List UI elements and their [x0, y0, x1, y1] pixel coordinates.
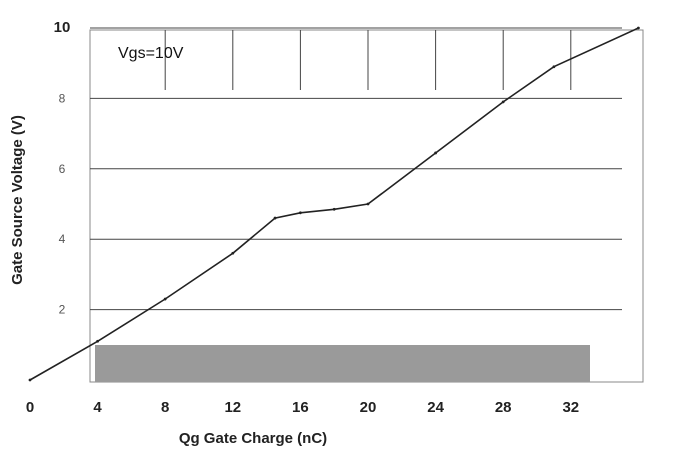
x-tick-label: 28 [495, 399, 512, 416]
series-point [163, 297, 167, 301]
series-point [552, 65, 556, 69]
series-point [366, 202, 370, 206]
series-point [332, 207, 336, 211]
gray-band [95, 345, 590, 382]
series-point [637, 26, 640, 30]
x-tick-labels: 0 4 8 12 16 20 24 28 32 [26, 399, 579, 416]
x-tick-label: 12 [224, 399, 241, 416]
grid [90, 27, 622, 311]
series-point [434, 151, 437, 155]
series-point [96, 339, 99, 343]
x-tick-label: 0 [26, 399, 34, 416]
x-axis-title: Qg Gate Charge (nC) [179, 430, 327, 447]
plot-frame [89, 29, 644, 383]
x-tick-label: 16 [292, 399, 309, 416]
y-axis-title: Gate Source Voltage (V) [9, 115, 26, 285]
y-tick-label: 4 [59, 232, 66, 246]
x-tick-label: 32 [562, 399, 579, 416]
y-tick-label: 8 [59, 91, 66, 105]
series-line [29, 27, 639, 381]
x-tick-label: 20 [360, 399, 377, 416]
y-tick-label: 10 [54, 19, 71, 36]
series-point [501, 100, 505, 104]
x-tick-label: 8 [161, 399, 169, 416]
y-tick-labels: 2 4 6 8 10 [54, 19, 71, 317]
series-point [28, 378, 32, 382]
series-layer [28, 26, 640, 382]
x-tick-label: 4 [93, 399, 102, 416]
series-point [273, 216, 277, 220]
series-point [299, 211, 302, 215]
vgs-annotation: Vgs=10V [118, 45, 184, 62]
y-tick-label: 2 [59, 303, 66, 317]
y-tick-label: 6 [59, 162, 66, 176]
x-tick-label: 24 [427, 399, 444, 416]
series-point [231, 251, 235, 255]
